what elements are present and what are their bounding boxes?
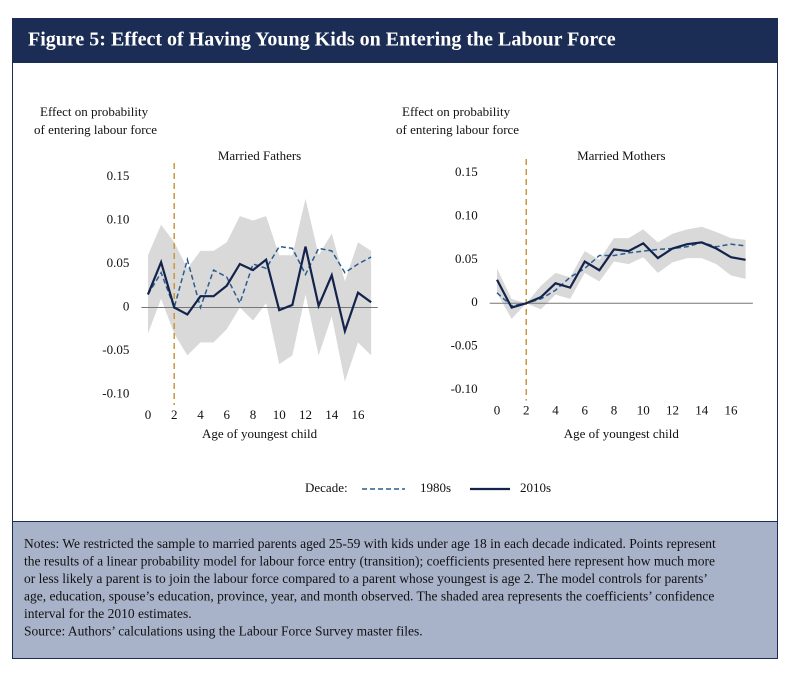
note-line: Source: Authors’ calculations using the …: [24, 624, 423, 639]
chart-frame: [12, 62, 778, 522]
note-line: interval for the 2010 estimates.: [24, 606, 192, 621]
panel-title: Married Mothers: [577, 148, 665, 163]
x-tick-label: 0: [145, 407, 152, 422]
legend-label: 2010s: [520, 480, 551, 495]
x-tick-label: 6: [223, 407, 230, 422]
note-line: the results of a linear probability mode…: [24, 554, 715, 569]
x-tick-label: 4: [552, 403, 559, 418]
y-tick-label: 0: [123, 298, 130, 313]
y-tick-label: 0.05: [107, 255, 130, 270]
x-tick-label: 6: [581, 403, 588, 418]
x-tick-label: 8: [250, 407, 257, 422]
note-line: or less likely a parent is to join the l…: [24, 571, 708, 586]
x-tick-label: 14: [325, 407, 339, 422]
note-line: Notes: We restricted the sample to marri…: [24, 536, 716, 551]
y-tick-label: -0.05: [451, 338, 478, 353]
x-tick-label: 10: [637, 403, 650, 418]
x-axis-label: Age of youngest child: [564, 426, 680, 441]
confidence-band: [147, 198, 372, 382]
series-line: [146, 246, 372, 335]
y-tick-label: 0.10: [455, 207, 478, 222]
confidence-band: [497, 226, 746, 319]
y-axis-label: of entering labour force: [34, 122, 157, 137]
y-axis-label: of entering labour force: [396, 122, 519, 137]
legend-label: 1980s: [420, 480, 451, 495]
y-tick-label: 0.15: [455, 164, 478, 179]
x-axis-label: Age of youngest child: [202, 426, 318, 441]
y-tick-label: 0.15: [107, 168, 130, 183]
legend-title: Decade:: [305, 480, 348, 495]
x-tick-label: 14: [695, 403, 709, 418]
figure-title: Figure 5: Effect of Having Young Kids on…: [28, 29, 616, 51]
panel-title: Married Fathers: [218, 148, 301, 163]
x-tick-label: 12: [666, 403, 679, 418]
x-tick-label: 0: [494, 403, 501, 418]
y-axis-label: Effect on probability: [402, 104, 511, 119]
y-axis-label: Effect on probability: [40, 104, 149, 119]
x-tick-label: 4: [197, 407, 204, 422]
y-tick-label: -0.10: [102, 386, 129, 401]
x-tick-label: 12: [299, 407, 312, 422]
x-tick-label: 16: [724, 403, 738, 418]
y-tick-label: 0.05: [455, 251, 478, 266]
x-tick-label: 8: [611, 403, 618, 418]
x-tick-label: 16: [352, 407, 366, 422]
y-tick-label: -0.10: [451, 381, 478, 396]
x-tick-label: 10: [273, 407, 286, 422]
x-tick-label: 2: [523, 403, 530, 418]
series-line: 2010s: [496, 241, 746, 309]
notes-box: [12, 521, 778, 659]
x-tick-label: 2: [171, 407, 178, 422]
header-bar: [12, 18, 778, 62]
y-tick-label: 0.10: [107, 211, 130, 226]
y-tick-label: -0.05: [102, 342, 129, 357]
note-line: age, education, spouse’s education, prov…: [24, 589, 714, 604]
y-tick-label: 0: [471, 294, 478, 309]
